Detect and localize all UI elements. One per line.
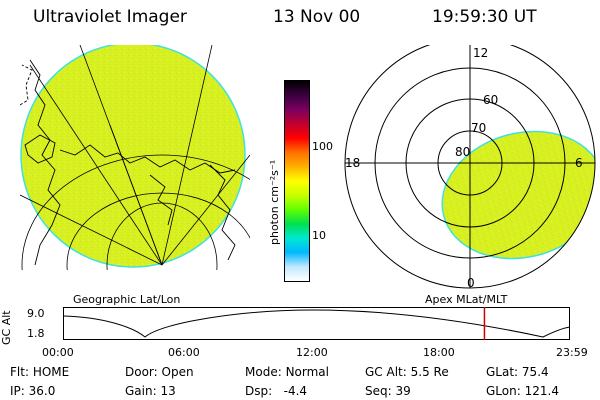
time-label: 19:59:30 UT xyxy=(432,7,537,27)
status-glat: GLat: 75.4 xyxy=(486,365,549,379)
mlt-label-18: 18 xyxy=(345,156,360,170)
altitude-xtick-4: 23:59 xyxy=(556,346,588,359)
status-dsp: Dsp: -4.4 xyxy=(245,384,308,398)
status-door: Door: Open xyxy=(125,365,194,379)
colorbar-unit-label: photon cm⁻²s⁻¹ xyxy=(268,159,281,245)
mlt-label-6: 6 xyxy=(575,156,583,170)
altitude-plot xyxy=(63,307,571,340)
lat-label-80: 80 xyxy=(455,145,470,159)
coastline xyxy=(29,59,61,266)
auroral-oval xyxy=(441,130,595,260)
mlt-label-0: 0 xyxy=(467,276,475,290)
status-flt: Flt: HOME xyxy=(10,365,70,379)
altitude-xtick-3: 18:00 xyxy=(423,346,455,359)
auroral-disc xyxy=(20,45,246,268)
instrument-title: Ultraviolet Imager xyxy=(33,7,187,27)
altitude-ytick-max: 9.0 xyxy=(27,307,45,320)
altitude-xtick-1: 06:00 xyxy=(168,346,200,359)
status-ip: IP: 36.0 xyxy=(10,384,56,398)
altitude-xtick-2: 12:00 xyxy=(296,346,328,359)
date-label: 13 Nov 00 xyxy=(273,7,361,27)
status-seq: Seq: 39 xyxy=(365,384,411,398)
altitude-ytick-min: 1.8 xyxy=(27,327,45,340)
geographic-image xyxy=(20,45,250,270)
geographic-panel-label: Geographic Lat/Lon xyxy=(73,293,181,306)
altitude-ylabel: GC Alt xyxy=(0,310,13,345)
colorbar xyxy=(284,80,310,282)
colorbar-gradient xyxy=(285,81,309,281)
lat-label-70: 70 xyxy=(471,121,486,135)
colorbar-tick-10: 10 xyxy=(312,229,326,242)
lat-label-60: 60 xyxy=(483,93,498,107)
status-gain: Gain: 13 xyxy=(125,384,176,398)
status-gc-alt: GC Alt: 5.5 Re xyxy=(365,365,449,379)
colorbar-tick-100: 100 xyxy=(312,140,333,153)
altitude-xtick-0: 00:00 xyxy=(42,346,74,359)
polar-mlt-plot: 60 70 80 12 18 6 0 xyxy=(344,45,596,290)
altitude-curve xyxy=(63,309,571,338)
status-mode: Mode: Normal xyxy=(245,365,329,379)
mlt-label-12: 12 xyxy=(473,46,488,60)
status-glon: GLon: 121.4 xyxy=(486,384,559,398)
apex-panel-label: Apex MLat/MLT xyxy=(425,293,508,306)
